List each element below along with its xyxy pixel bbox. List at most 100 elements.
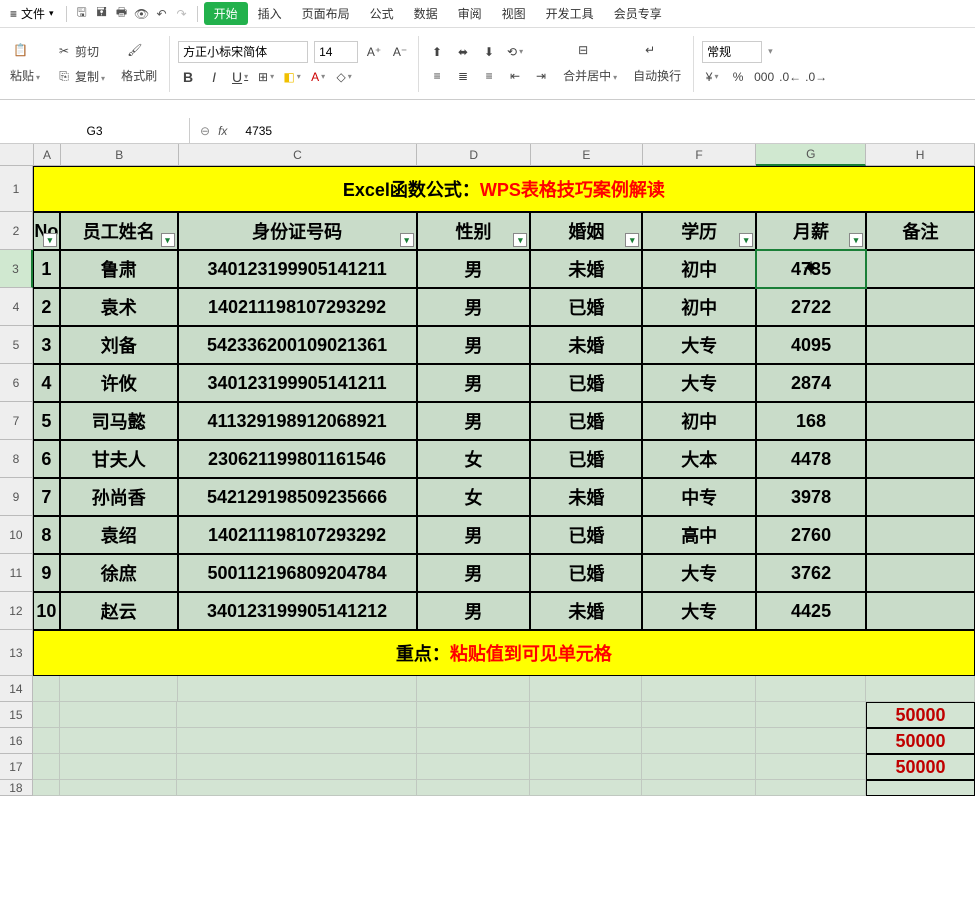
cell-G4[interactable]: 2722: [756, 288, 866, 326]
cell-B9[interactable]: 孙尚香: [60, 478, 178, 516]
font-color-button[interactable]: A: [308, 67, 328, 87]
tab-1[interactable]: 插入: [248, 2, 292, 25]
indent-left-icon[interactable]: ⇤: [505, 66, 525, 86]
cell-H5[interactable]: [866, 326, 975, 364]
wrap-button[interactable]: ↵ 自动换行: [629, 41, 685, 86]
cell-E9[interactable]: 未婚: [530, 478, 642, 516]
cell-C4[interactable]: 140211198107293292: [178, 288, 417, 326]
row-header-7[interactable]: 7: [0, 402, 33, 440]
cell-D8[interactable]: 女: [417, 440, 531, 478]
cell-E10[interactable]: 已婚: [530, 516, 642, 554]
row-header-15[interactable]: 15: [0, 702, 33, 728]
align-left-icon[interactable]: ≡: [427, 66, 447, 86]
cell-A17[interactable]: [33, 754, 60, 780]
row-header-1[interactable]: 1: [0, 166, 33, 212]
tab-7[interactable]: 开发工具: [536, 2, 604, 25]
align-center-icon[interactable]: ≣: [453, 66, 473, 86]
cell-A9[interactable]: 7: [33, 478, 60, 516]
cell-H17[interactable]: 50000: [866, 754, 975, 780]
cell-E6[interactable]: 已婚: [530, 364, 642, 402]
cell-B16[interactable]: [60, 728, 178, 754]
cell-B14[interactable]: [60, 676, 178, 702]
name-box[interactable]: G3: [0, 118, 190, 143]
cell-G12[interactable]: 4425: [756, 592, 866, 630]
cell-A7[interactable]: 5: [33, 402, 60, 440]
cell-B8[interactable]: 甘夫人: [60, 440, 178, 478]
tab-5[interactable]: 审阅: [448, 2, 492, 25]
cell-G10[interactable]: 2760: [756, 516, 866, 554]
header-2[interactable]: 身份证号码▾: [178, 212, 417, 250]
cell-A15[interactable]: [33, 702, 60, 728]
cell-E14[interactable]: [530, 676, 642, 702]
cell-B10[interactable]: 袁绍: [60, 516, 178, 554]
col-header-B[interactable]: B: [61, 144, 179, 166]
cell-A6[interactable]: 4: [33, 364, 60, 402]
zoom-icon[interactable]: ⊖: [200, 124, 210, 138]
cell-C10[interactable]: 140211198107293292: [178, 516, 417, 554]
cell-A3[interactable]: 1: [33, 250, 60, 288]
cell-A16[interactable]: [33, 728, 60, 754]
header-3[interactable]: 性别▾: [417, 212, 531, 250]
cell-H8[interactable]: [866, 440, 975, 478]
cell-C9[interactable]: 542129198509235666: [178, 478, 417, 516]
filter-button[interactable]: ▾: [161, 233, 175, 247]
cell-C17[interactable]: [177, 754, 416, 780]
cell-F10[interactable]: 高中: [642, 516, 756, 554]
cell-D16[interactable]: [417, 728, 531, 754]
cell-E12[interactable]: 未婚: [530, 592, 642, 630]
size-select[interactable]: [314, 41, 358, 63]
cell-F12[interactable]: 大专: [642, 592, 756, 630]
title-cell[interactable]: Excel函数公式：WPS表格技巧案例解读: [33, 166, 975, 212]
cell-H11[interactable]: [866, 554, 975, 592]
row-header-9[interactable]: 9: [0, 478, 33, 516]
col-header-C[interactable]: C: [179, 144, 418, 166]
font-select[interactable]: [178, 41, 308, 63]
bottom-cell[interactable]: 重点：粘贴值到可见单元格: [33, 630, 975, 676]
cell-C12[interactable]: 340123199905141212: [178, 592, 417, 630]
cell-F15[interactable]: [642, 702, 756, 728]
preview-icon[interactable]: 👁: [133, 5, 151, 23]
cell-H16[interactable]: 50000: [866, 728, 975, 754]
cell-G8[interactable]: 4478: [756, 440, 866, 478]
cell-H12[interactable]: [866, 592, 975, 630]
cell-G9[interactable]: 3978: [756, 478, 866, 516]
cell-C16[interactable]: [177, 728, 416, 754]
row-header-8[interactable]: 8: [0, 440, 33, 478]
cell-F9[interactable]: 中专: [642, 478, 756, 516]
copy-button[interactable]: ⎘复制: [52, 66, 109, 87]
percent-icon[interactable]: %: [728, 67, 748, 87]
cell-A18[interactable]: [33, 780, 60, 796]
decrease-font-icon[interactable]: A⁻: [390, 42, 410, 62]
cell-G7[interactable]: 168: [756, 402, 866, 440]
cell-F17[interactable]: [642, 754, 756, 780]
cell-C6[interactable]: 340123199905141211: [178, 364, 417, 402]
border-button[interactable]: ⊞: [256, 67, 276, 87]
cell-F6[interactable]: 大专: [642, 364, 756, 402]
cell-H9[interactable]: [866, 478, 975, 516]
cell-F3[interactable]: 初中: [642, 250, 756, 288]
redo-icon[interactable]: ↷: [173, 5, 191, 23]
cell-C14[interactable]: [178, 676, 417, 702]
cell-G16[interactable]: [756, 728, 866, 754]
cell-E3[interactable]: 未婚: [530, 250, 642, 288]
filter-button[interactable]: ▾: [400, 233, 414, 247]
increase-font-icon[interactable]: A⁺: [364, 42, 384, 62]
cell-D15[interactable]: [417, 702, 531, 728]
cell-H14[interactable]: [866, 676, 975, 702]
indent-right-icon[interactable]: ⇥: [531, 66, 551, 86]
cell-F5[interactable]: 大专: [642, 326, 756, 364]
cell-E17[interactable]: [530, 754, 642, 780]
cell-A10[interactable]: 8: [33, 516, 60, 554]
cell-A8[interactable]: 6: [33, 440, 60, 478]
select-all-corner[interactable]: [0, 144, 34, 166]
cell-D3[interactable]: 男: [417, 250, 531, 288]
row-header-18[interactable]: 18: [0, 780, 33, 796]
cell-F16[interactable]: [642, 728, 756, 754]
cell-H3[interactable]: [866, 250, 975, 288]
cell-H18[interactable]: [866, 780, 975, 796]
bold-button[interactable]: B: [178, 67, 198, 87]
align-top-icon[interactable]: ⬆: [427, 42, 447, 62]
row-header-10[interactable]: 10: [0, 516, 33, 554]
cell-F4[interactable]: 初中: [642, 288, 756, 326]
row-header-2[interactable]: 2: [0, 212, 33, 250]
